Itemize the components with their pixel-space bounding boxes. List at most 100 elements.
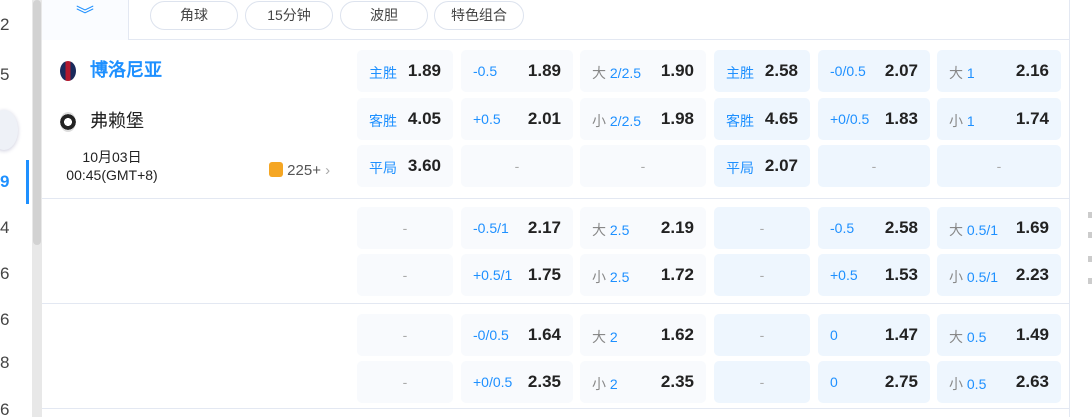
odds-value: 2.16 [1015, 61, 1049, 80]
more-odds-link[interactable]: 225+ › [269, 162, 330, 179]
sidebar-item[interactable]: 6 [0, 400, 10, 419]
odds-cell[interactable]: 主胜 2.58 [714, 50, 810, 92]
odds-label: 客胜 [726, 111, 754, 131]
odds-line: +0.5/1 [473, 267, 513, 283]
odds-cell[interactable]: 大 0.5/1 1.69 [937, 207, 1061, 249]
odds-cell[interactable]: 客胜 4.05 [357, 98, 453, 140]
side-tool-icon[interactable] [1088, 256, 1092, 262]
sidebar-item[interactable]: 4 [0, 218, 10, 237]
filter-bar: ︾ 角球 15分钟 波胆 特色组合 [42, 0, 1070, 40]
filter-chip[interactable]: 特色组合 [434, 1, 524, 30]
scrollbar-thumb[interactable] [33, 0, 41, 245]
odds-cell[interactable]: +0/0.5 2.35 [461, 361, 573, 403]
odds-value: 2.07 [884, 61, 918, 80]
sidebar-item[interactable]: 6 [0, 310, 10, 329]
odds-line: 平局 [726, 160, 754, 176]
home-team-name: 博洛尼亚 [90, 60, 162, 80]
side-tool-icon[interactable] [1088, 278, 1092, 284]
odds-value: 1.47 [884, 325, 918, 344]
odds-value: 3.60 [407, 156, 441, 175]
odds-prefix: 大 [949, 329, 963, 345]
sidebar-bubble[interactable] [0, 110, 18, 150]
odds-cell[interactable]: +0.5 1.53 [818, 254, 930, 296]
sidebar-item[interactable]: 8 [0, 353, 10, 372]
odds-value: 4.65 [764, 109, 798, 128]
odds-cell[interactable]: 小 0.5 2.63 [937, 361, 1061, 403]
odds-cell[interactable]: 小 2/2.5 1.98 [580, 98, 706, 140]
odds-line: 0.5/1 [966, 222, 999, 238]
odds-cell[interactable]: +0.5 2.01 [461, 98, 573, 140]
odds-cell[interactable]: +0/0.5 1.83 [818, 98, 930, 140]
sidebar-item-active[interactable]: 9 [0, 172, 10, 191]
odds-label: 主胜 [726, 63, 754, 83]
sidebar-item[interactable]: 6 [0, 264, 10, 283]
odds-line: 平局 [369, 160, 397, 176]
odds-line: 1 [966, 113, 975, 129]
empty-dash: - [759, 327, 765, 343]
sidebar-item[interactable]: 2 [0, 15, 10, 34]
odds-line: +0/0.5 [830, 111, 870, 127]
odds-label: +0.5 [830, 267, 858, 283]
side-tool-icon[interactable] [1088, 232, 1092, 238]
odds-prefix: 小 [949, 376, 963, 392]
odds-value: 1.75 [527, 265, 561, 284]
odds-prefix: 小 [592, 113, 606, 129]
odds-cell[interactable]: 主胜 1.89 [357, 50, 453, 92]
odds-cell-empty: - [357, 361, 453, 403]
odds-cell[interactable]: 大 1 2.16 [937, 50, 1061, 92]
filter-chip[interactable]: 波胆 [340, 1, 428, 30]
odds-cell-empty: - [357, 254, 453, 296]
scrollbar[interactable] [32, 0, 42, 417]
odds-cell-empty: - [714, 361, 810, 403]
odds-cell[interactable]: -0/0.5 2.07 [818, 50, 930, 92]
odds-cell[interactable]: -0.5/1 2.17 [461, 207, 573, 249]
odds-label: 小 2/2.5 [592, 111, 641, 131]
odds-cell[interactable]: 大 2.5 2.19 [580, 207, 706, 249]
odds-cell[interactable]: 小 0.5/1 2.23 [937, 254, 1061, 296]
odds-cell[interactable]: 客胜 4.65 [714, 98, 810, 140]
odds-cell[interactable]: 大 0.5 1.49 [937, 314, 1061, 356]
odds-cell[interactable]: 小 2 2.35 [580, 361, 706, 403]
odds-value: 1.53 [884, 265, 918, 284]
side-tool-icon[interactable] [1088, 212, 1092, 218]
odds-cell[interactable]: -0/0.5 1.64 [461, 314, 573, 356]
odds-cell-empty: - [714, 207, 810, 249]
odds-label: -0.5 [830, 220, 854, 236]
odds-prefix: 小 [592, 269, 606, 285]
odds-cell-empty: - [461, 145, 573, 187]
odds-panel: ︾ 角球 15分钟 波胆 特色组合 博洛尼亚 弗赖堡 10月03日 00:45(… [42, 0, 1070, 417]
odds-cell[interactable]: 小 2.5 1.72 [580, 254, 706, 296]
filter-chip[interactable]: 15分钟 [245, 1, 333, 30]
odds-label: 客胜 [369, 111, 397, 131]
odds-line: 主胜 [726, 65, 754, 81]
odds-cell[interactable]: 小 1 1.74 [937, 98, 1061, 140]
match-date: 10月03日 [82, 149, 142, 165]
odds-cell[interactable]: +0.5/1 1.75 [461, 254, 573, 296]
odds-line: +0.5 [830, 267, 858, 283]
odds-label: 大 1 [949, 63, 975, 83]
home-team[interactable]: 博洛尼亚 [60, 56, 162, 82]
odds-value: 2.35 [527, 372, 561, 391]
odds-cell[interactable]: -0.5 2.58 [818, 207, 930, 249]
odds-cell[interactable]: 大 2 1.62 [580, 314, 706, 356]
odds-cell[interactable]: 0 2.75 [818, 361, 930, 403]
filter-chip[interactable]: 角球 [150, 1, 238, 30]
odds-prefix: 小 [949, 269, 963, 285]
odds-cell[interactable]: 平局 3.60 [357, 145, 453, 187]
odds-label: 0 [830, 327, 838, 343]
odds-cell[interactable]: 0 1.47 [818, 314, 930, 356]
odds-label: +0/0.5 [830, 111, 869, 127]
away-team[interactable]: 弗赖堡 [60, 107, 144, 133]
odds-cell-empty: - [357, 314, 453, 356]
odds-cell[interactable]: 平局 2.07 [714, 145, 810, 187]
empty-dash: - [871, 158, 877, 174]
odds-cell[interactable]: -0.5 1.89 [461, 50, 573, 92]
away-team-name: 弗赖堡 [90, 111, 144, 131]
sidebar-item[interactable]: 5 [0, 65, 10, 84]
odds-value: 1.83 [884, 109, 918, 128]
odds-label: -0/0.5 [473, 327, 509, 343]
odds-cell[interactable]: 大 2/2.5 1.90 [580, 50, 706, 92]
collapse-toggle[interactable]: ︾ [42, 0, 129, 40]
odds-value: 4.05 [407, 109, 441, 128]
odds-line: -0/0.5 [830, 63, 866, 79]
